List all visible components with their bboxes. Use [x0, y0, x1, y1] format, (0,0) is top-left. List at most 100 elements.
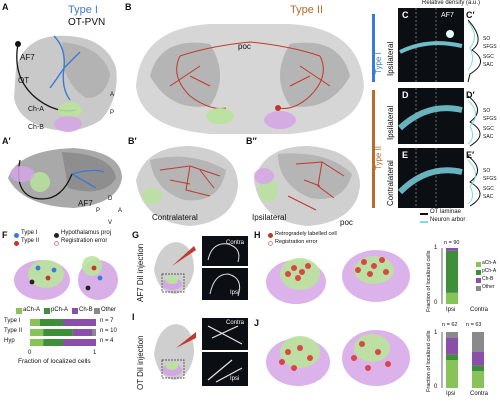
j-stack-bar-1-3 [472, 332, 484, 352]
f-bar-0-1 [39, 319, 63, 326]
j-stack-bar-0-2 [446, 337, 458, 355]
f-row-label-1: Type II [4, 328, 23, 334]
label-poc-b2: poc [340, 218, 353, 227]
type1-neuron-a1 [71, 169, 105, 189]
panel-label-e: E [402, 150, 409, 160]
h-legend-err-dot [268, 241, 273, 246]
type2-arbor-b [169, 41, 331, 109]
g-label: AF7 DiI injection [136, 243, 145, 302]
region-legend-chb: Ch-B [79, 307, 93, 313]
panel-b-brain-image [136, 24, 364, 134]
panel-label-g: G [132, 230, 140, 240]
h-legend-cell-label: Retrogradely labelled cell [275, 231, 337, 237]
i-injection-needle [176, 332, 196, 348]
panel-label-h: H [254, 230, 261, 240]
layer-so-d: SO [483, 108, 491, 114]
panel-label-j: J [254, 318, 260, 328]
f-row-label-2: Hyp [4, 338, 15, 344]
de-type-label: Type II [374, 145, 383, 170]
j-n-ipsi: n = 62 [442, 322, 458, 328]
h-xcat-contra: Contra [470, 307, 489, 313]
h-n-ipsi: n = 90 [444, 240, 460, 246]
micro-c-lamina [399, 41, 463, 54]
layer-sac-e: SAC [483, 194, 494, 200]
f-bar-1-2 [72, 329, 93, 336]
label-af7-c: AF7 [441, 12, 454, 19]
profile-c-ot [467, 19, 481, 83]
panel-label-c1: C′ [466, 10, 475, 20]
legend-hyp-label: Hypothalamus proj [61, 230, 112, 236]
i-contra-image [202, 318, 248, 350]
label-cha-a: Ch-A [28, 106, 44, 113]
panel-label-b2: B″ [246, 136, 257, 146]
h-leg-acha: aCh-A [482, 260, 497, 266]
profile-c-arbor [467, 21, 475, 71]
layer-so-e: SO [483, 168, 491, 174]
g-contra-label: Contra [226, 240, 245, 246]
h-ytick-1: 1 [434, 245, 438, 251]
f-xtick-0: 0 [28, 350, 32, 356]
j-n-contra: n = 63 [466, 322, 482, 328]
j-stack-bar-0-3 [446, 332, 458, 338]
f-row-n-2: n = 4 [100, 338, 114, 344]
region-legend-pcha-swatch [44, 308, 50, 314]
panel-g-injection-image [154, 242, 196, 294]
f-map-right-green [82, 256, 102, 276]
h-leg-other: Other [482, 284, 495, 290]
panel-f-bar-chart [30, 319, 96, 346]
axis-p-a1: P [96, 208, 101, 214]
legend-arbor-swatch [420, 221, 428, 223]
f-bar-2-0 [30, 339, 44, 346]
h-leg-chb-sw [476, 278, 481, 283]
h-stack-bar-0-0 [446, 292, 458, 304]
layer-sgc-d: SGC [483, 126, 494, 132]
h-xcat-ipsi: Ipsi [446, 307, 456, 313]
type1-neuron-a [49, 35, 81, 101]
ot-region-a1 [62, 152, 116, 192]
h-ytick-0: 0 [434, 300, 438, 306]
label-af7-a: AF7 [20, 53, 35, 62]
panel-a-cell-title: OT-PVN [68, 17, 106, 28]
profile-d-arbor [467, 99, 476, 145]
layer-sfgs-e: SFGS [483, 176, 497, 182]
cha-region-b2 [258, 178, 278, 202]
cha-region-a1 [30, 172, 50, 192]
region-legend-other: Other [101, 307, 117, 313]
legend-arbor-label: Neuron arbor [430, 217, 466, 223]
i-contra-label: Contra [226, 320, 245, 326]
j-stack-bar-1-0 [472, 371, 484, 388]
panel-j-maps [266, 330, 410, 386]
h-leg-pcha-sw [476, 270, 481, 275]
ot-region-a [62, 42, 110, 98]
e-side-label: Contralateral [386, 160, 395, 206]
f-row-n-0: n = 7 [100, 318, 114, 324]
panel-a-type-title: Type I [68, 4, 98, 16]
legend-regerr-dot [54, 241, 59, 246]
f-bar-0-2 [63, 319, 96, 326]
legend-ot-swatch [420, 213, 428, 215]
label-chb-a: Ch-B [28, 124, 44, 131]
panel-label-b: B [125, 2, 132, 12]
panel-f-maps [14, 256, 118, 300]
h-leg-chb: Ch-B [482, 276, 494, 282]
f-xlabel: Fraction of localized cells [18, 358, 91, 365]
label-af7-a1: AF7 [78, 199, 93, 208]
h-stack-bar-0-2 [446, 248, 458, 251]
j-xcat-contra: Contra [470, 391, 489, 397]
axis-a-a1: A [118, 208, 123, 214]
c-side-label: Ipsilateral [386, 41, 395, 76]
soma-a [15, 41, 21, 47]
d-side-label: Ipsilateral [386, 105, 395, 140]
profile-d-ot [467, 95, 481, 147]
h-legend-cell-dot [268, 233, 273, 238]
f-row-label-0: Type I [4, 318, 21, 324]
f-row-n-1: n = 10 [100, 328, 117, 334]
f-bar-0-0 [30, 319, 40, 326]
layer-sfgs-d: SFGS [483, 116, 497, 122]
ot-right-b [280, 42, 350, 107]
layer-sac-d: SAC [483, 134, 494, 140]
micro-c-af7 [446, 30, 454, 38]
panel-label-e1: E′ [466, 150, 475, 160]
legend-type1-label: Type I [21, 230, 38, 236]
label-contralateral-b1: Contralateral [152, 213, 198, 222]
